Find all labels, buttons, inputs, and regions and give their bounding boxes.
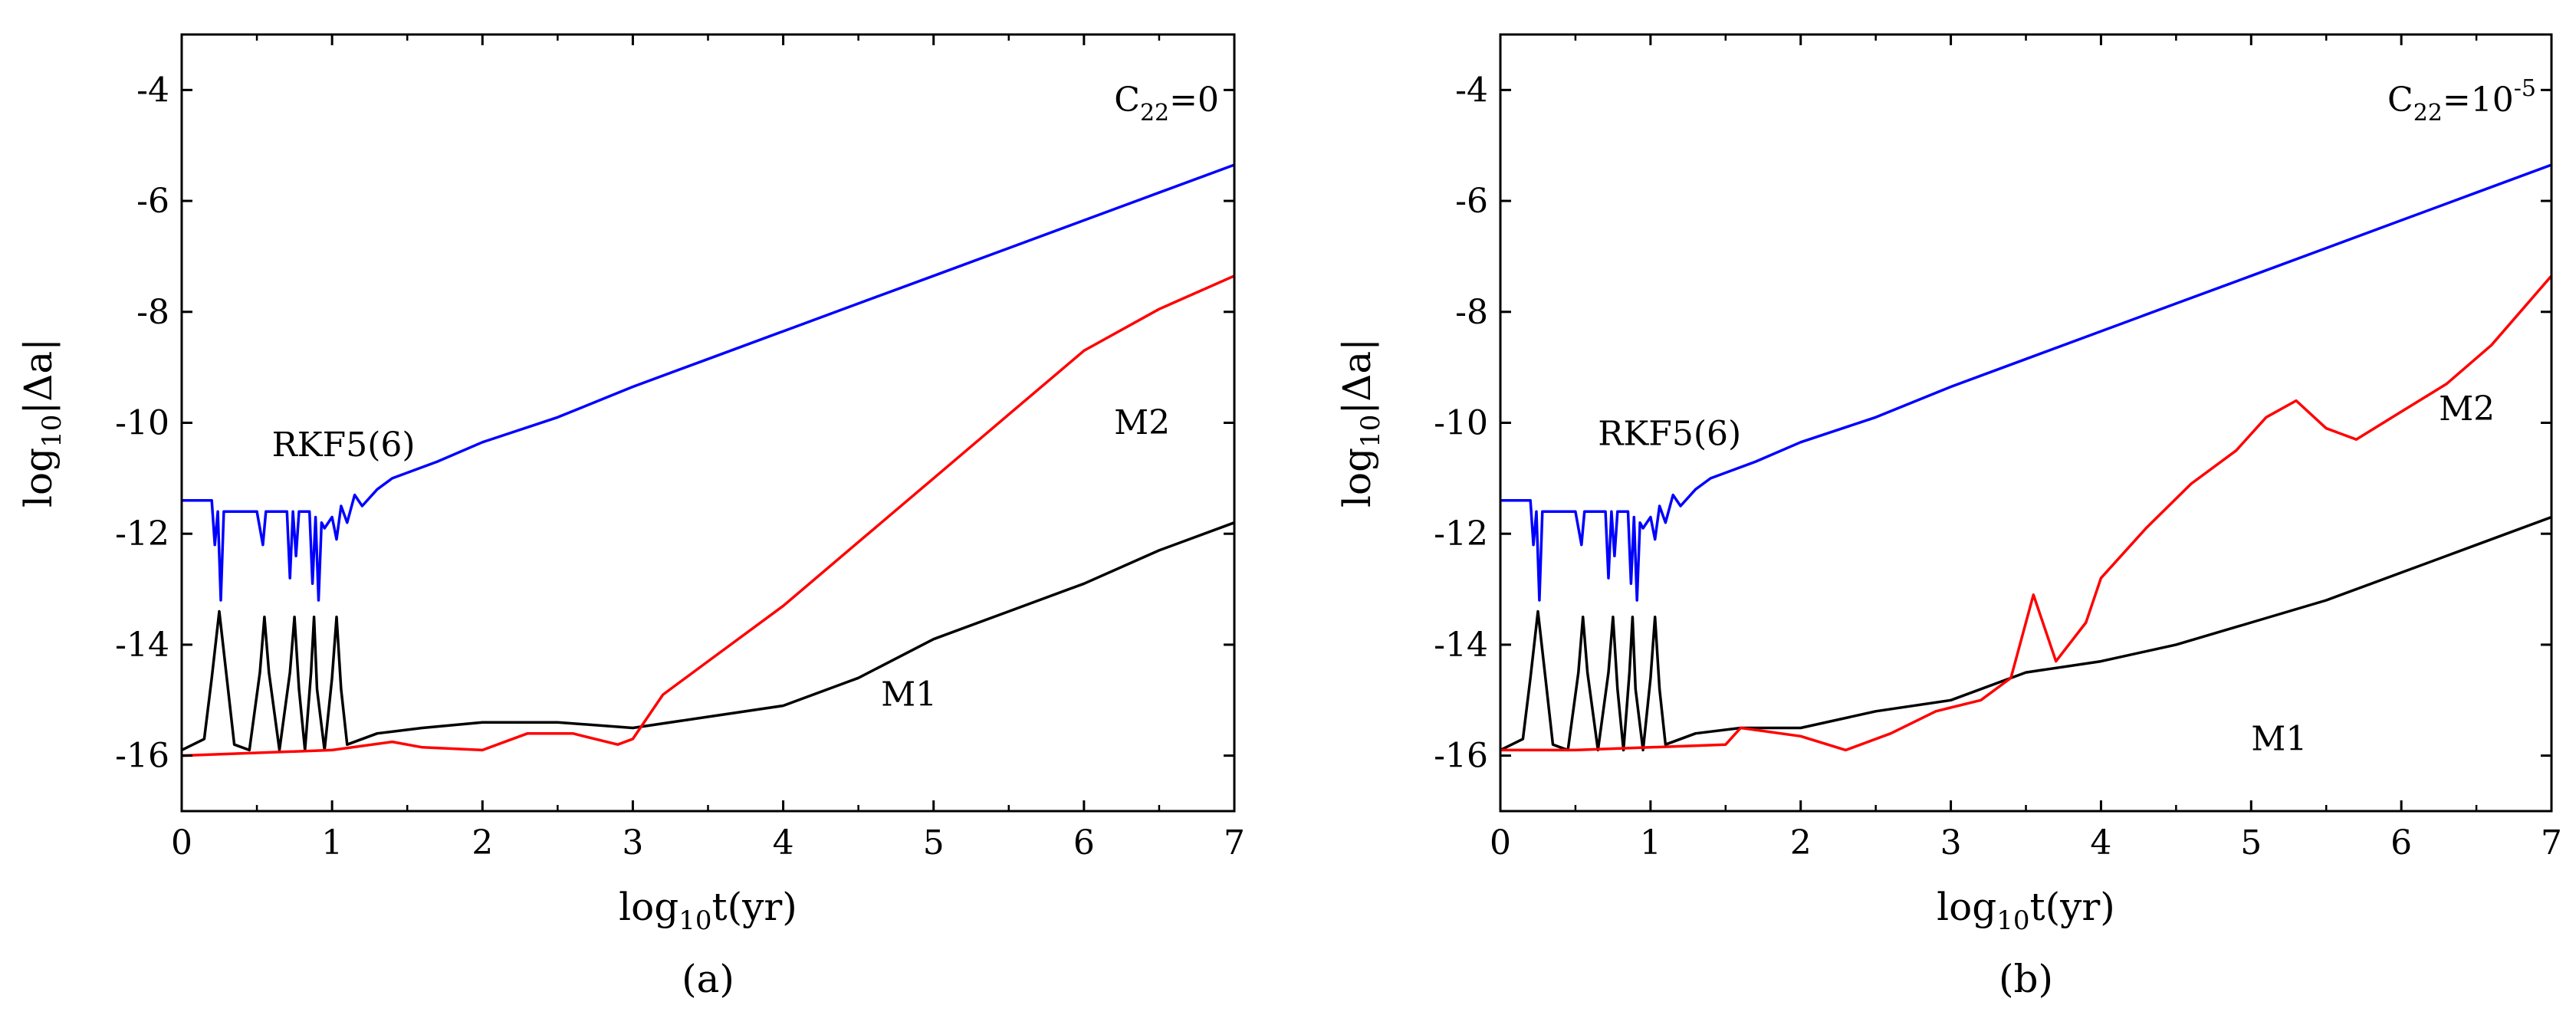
series-label-rkf56: RKF5(6)	[1598, 414, 1741, 453]
panel-b: 0 1 2 3 4 5 6 7 -16 -14 -12 -10 -8 -6 -4 log10t(yr) log1…	[1335, 33, 2562, 1001]
panel-caption: (a)	[682, 957, 734, 1001]
y-tick-label: -16	[115, 737, 169, 776]
x-tick-label: 0	[1490, 823, 1511, 862]
x-tick-label: 5	[2240, 823, 2262, 862]
y-tick-label: -6	[136, 182, 169, 221]
x-tick-label: 4	[2090, 823, 2111, 862]
x-tick-label: 6	[1073, 823, 1095, 862]
parameter-annotation: C22=0	[1114, 80, 1219, 126]
series-line-m1	[182, 521, 1234, 752]
x-axis-label: log10t(yr)	[619, 885, 797, 936]
series-label-m1: M1	[881, 675, 937, 715]
y-tick-label: -14	[115, 626, 169, 665]
series-label-m2: M2	[2439, 389, 2495, 429]
panel-a: 0 1 2 3 4 5 6 7 -16 -14 -12 -10 -8 -6 -4 log10t(yr) log1…	[16, 33, 1245, 1001]
series-group	[182, 163, 1234, 757]
x-tick-label: 3	[1940, 823, 1962, 862]
x-tick-label: 1	[321, 823, 343, 862]
y-tick-label: -8	[136, 293, 169, 332]
x-tick-label: 1	[1640, 823, 1661, 862]
series-label-rkf56: RKF5(6)	[272, 425, 416, 465]
y-tick-label: -14	[1434, 626, 1488, 665]
y-axis-label: log10|Δa|	[16, 338, 67, 508]
series-line-rkf56	[1500, 163, 2551, 602]
x-tick-label: 7	[2541, 823, 2562, 862]
x-tick-label: 2	[1790, 823, 1812, 862]
y-tick-label: -4	[1455, 71, 1488, 110]
x-tick-label: 0	[171, 823, 192, 862]
x-tick-label: 3	[622, 823, 643, 862]
y-tick-label: -4	[136, 71, 169, 110]
parameter-annotation: C22=10-5	[2387, 75, 2536, 126]
series-line-m2	[1500, 274, 2551, 752]
y-tick-label: -6	[1455, 182, 1488, 221]
x-tick-label: 2	[472, 823, 493, 862]
series-line-m2	[182, 274, 1234, 757]
panel-caption: (b)	[1999, 957, 2053, 1001]
series-label-m1: M1	[2251, 719, 2307, 758]
y-tick-label: -8	[1455, 293, 1488, 332]
y-tick-label: -12	[115, 514, 169, 554]
x-tick-label: 6	[2390, 823, 2412, 862]
y-tick-label: -16	[1434, 737, 1488, 776]
x-tick-label: 4	[773, 823, 794, 862]
series-line-rkf56	[182, 163, 1234, 602]
y-tick-label: -10	[1434, 404, 1488, 443]
x-tick-label: 7	[1224, 823, 1245, 862]
y-tick-label: -12	[1434, 514, 1488, 554]
x-axis-label: log10t(yr)	[1937, 885, 2115, 936]
series-label-m2: M2	[1114, 403, 1170, 442]
series-group	[1500, 163, 2551, 752]
y-tick-label: -10	[115, 404, 169, 443]
x-tick-label: 5	[923, 823, 945, 862]
y-axis-label: log10|Δa|	[1335, 338, 1386, 508]
